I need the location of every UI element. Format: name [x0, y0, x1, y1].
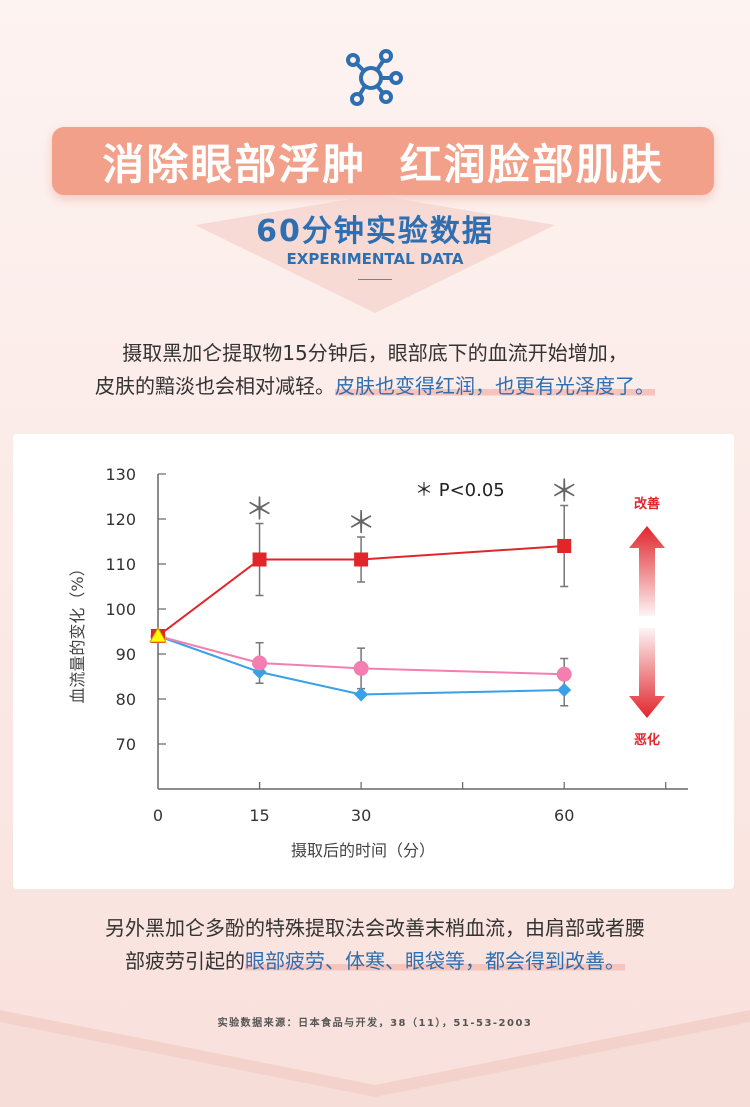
y-tick-label: 120	[105, 510, 136, 529]
blood-flow-chart: 130 120 110 100 90 80 70 0 15 30 60 摄取后的时间（分） 血流量的变化…	[68, 465, 688, 860]
closing-highlight: 眼部疲劳、体寒、眼袋等，都会得到改善。	[245, 949, 625, 973]
molecule-icon	[346, 49, 403, 106]
intro-line-1: 摄取黑加仑提取物15分钟后，眼部底下的血流开始增加，	[122, 341, 628, 365]
page-title: 消除眼部浮肿 红润脸部肌肤	[52, 127, 714, 195]
x-tick-label: 30	[351, 806, 371, 825]
bottom-chevron-decoration	[0, 1010, 750, 1107]
chart-card: 130 120 110 100 90 80 70 0 15 30 60 摄取后的时间（分） 血流量的变化…	[13, 434, 734, 889]
y-tick-label: 90	[116, 645, 136, 664]
baseline-point	[149, 626, 167, 643]
x-tick-label: 60	[554, 806, 574, 825]
data-point	[557, 683, 572, 697]
series-line	[157, 545, 565, 637]
y-tick-label: 100	[105, 600, 136, 619]
subtitle-english: EXPERIMENTAL DATA	[286, 250, 464, 268]
x-tick-label: 15	[249, 806, 269, 825]
x-axis-title: 摄取后的时间（分）	[291, 841, 435, 860]
data-point	[354, 687, 369, 702]
subtitle-underline	[358, 279, 392, 280]
y-tick-label: 130	[105, 465, 136, 484]
y-tick-label: 70	[116, 735, 136, 754]
data-point	[353, 660, 369, 676]
series-line	[157, 635, 565, 696]
y-axis-title: 血流量的变化（%）	[68, 560, 87, 703]
intro-line-2-text: 皮肤的黯淡也会相对减轻。	[95, 374, 335, 398]
subtitle-chinese: 60分钟实验数据	[256, 214, 494, 249]
significance-star: ＊	[346, 506, 376, 541]
data-point	[354, 552, 369, 567]
improve-arrow	[629, 526, 665, 616]
intro-paragraph: 摄取黑加仑提取物15分钟后，眼部底下的血流开始增加， 皮肤的黯淡也会相对减轻。皮…	[20, 337, 730, 403]
y-tick-label: 80	[116, 690, 136, 709]
data-source-note: 实验数据来源：日本食品与开发，38（11），51-53-2003	[217, 1018, 533, 1029]
closing-paragraph: 另外黑加仑多酚的特殊提取法会改善末梢血流，由肩部或者腰 部疲劳引起的眼部疲劳、体…	[20, 912, 730, 978]
intro-line-2: 皮肤的黯淡也会相对减轻。皮肤也变得红润，也更有光泽度了。	[20, 370, 730, 403]
worsen-arrow	[629, 628, 665, 718]
closing-line-2: 部疲劳引起的眼部疲劳、体寒、眼袋等，都会得到改善。	[20, 945, 730, 978]
data-point	[556, 666, 572, 682]
worsen-label: 恶化	[634, 732, 660, 748]
closing-line-1: 另外黑加仑多酚的特殊提取法会改善末梢血流，由肩部或者腰	[105, 916, 645, 940]
y-tick-label: 110	[105, 555, 136, 574]
significance-star: ＊	[549, 475, 579, 510]
data-point	[252, 655, 268, 671]
subtitle-diamond-background	[195, 195, 555, 313]
improve-label: 改善	[634, 496, 660, 512]
intro-highlight: 皮肤也变得红润，也更有光泽度了。	[335, 374, 655, 398]
series-line	[157, 635, 565, 676]
data-point	[557, 539, 572, 553]
significance-star: ＊	[245, 493, 275, 528]
data-point	[252, 552, 267, 567]
closing-line-2-text: 部疲劳引起的	[125, 949, 245, 973]
x-tick-label: 0	[153, 806, 163, 825]
significance-legend: ＊ P<0.05	[415, 480, 505, 501]
